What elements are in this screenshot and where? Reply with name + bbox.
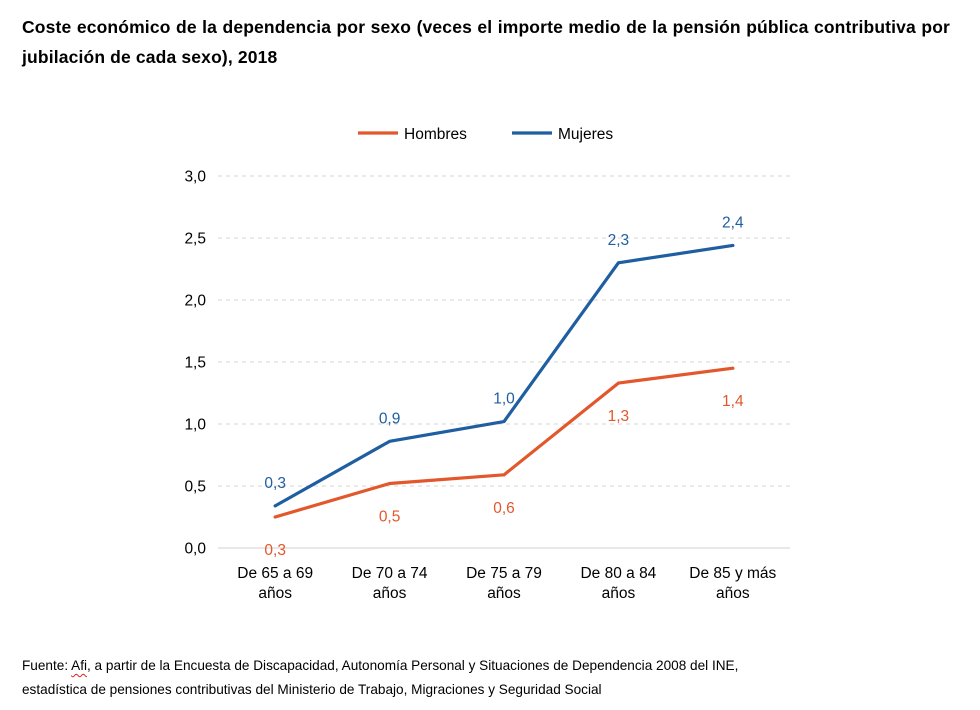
data-label-hombres: 1,3 bbox=[608, 408, 630, 425]
data-point-hombres bbox=[616, 381, 620, 385]
x-tick-label: De 85 y más bbox=[689, 565, 776, 582]
source-afi: Afi bbox=[71, 658, 87, 673]
data-label-mujeres: 1,0 bbox=[493, 391, 515, 408]
x-tick-label: De 75 a 79 bbox=[466, 565, 542, 582]
data-label-mujeres: 2,4 bbox=[722, 214, 744, 231]
data-label-mujeres: 0,3 bbox=[264, 475, 286, 492]
legend-label-hombres: Hombres bbox=[404, 126, 467, 143]
y-tick-label: 0,0 bbox=[184, 541, 206, 558]
data-point-hombres bbox=[502, 473, 506, 477]
data-point-mujeres bbox=[731, 243, 735, 247]
x-tick-label: años bbox=[258, 585, 292, 602]
x-tick-label: años bbox=[487, 585, 521, 602]
source-line-1-rest: , a partir de la Encuesta de Discapacida… bbox=[87, 658, 739, 673]
y-tick-label: 2,5 bbox=[184, 231, 206, 248]
y-tick-label: 3,0 bbox=[184, 169, 206, 186]
data-point-mujeres bbox=[616, 261, 620, 265]
x-tick-label: años bbox=[373, 585, 407, 602]
data-label-mujeres: 0,9 bbox=[379, 410, 401, 427]
x-tick-label: De 65 a 69 bbox=[237, 565, 313, 582]
chart-title: Coste económico de la dependencia por se… bbox=[22, 17, 950, 67]
data-label-mujeres: 2,3 bbox=[608, 232, 630, 249]
legend-label-mujeres: Mujeres bbox=[558, 126, 613, 143]
x-tick-label: De 70 a 74 bbox=[352, 565, 428, 582]
data-point-mujeres bbox=[502, 420, 506, 424]
x-tick-label: años bbox=[716, 585, 750, 602]
data-point-mujeres bbox=[388, 439, 392, 443]
data-point-hombres bbox=[388, 482, 392, 486]
source-line-2: estadística de pensiones contributivas d… bbox=[22, 682, 602, 697]
y-tick-label: 1,5 bbox=[184, 355, 206, 372]
data-label-hombres: 0,5 bbox=[379, 509, 401, 526]
y-tick-label: 2,0 bbox=[184, 293, 206, 310]
x-tick-label: años bbox=[602, 585, 636, 602]
data-point-mujeres bbox=[273, 504, 277, 508]
line-chart: 0,0 0,5 1,0 1,5 2,0 2,5 3,0 De 65 a 69 años De 70… bbox=[184, 126, 790, 602]
source-note: Fuente: Afi, a partir de la Encuesta de … bbox=[22, 654, 962, 702]
data-label-hombres: 1,4 bbox=[722, 393, 744, 410]
data-point-hombres bbox=[273, 515, 277, 519]
data-label-hombres: 0,6 bbox=[493, 500, 515, 517]
y-tick-label: 1,0 bbox=[184, 417, 206, 434]
x-tick-label: De 80 a 84 bbox=[580, 565, 656, 582]
data-label-hombres: 0,3 bbox=[264, 542, 286, 559]
data-point-hombres bbox=[731, 366, 735, 370]
source-prefix: Fuente: bbox=[22, 658, 72, 673]
source-line-1: Fuente: Afi, a partir de la Encuesta de … bbox=[22, 654, 962, 678]
y-tick-label: 0,5 bbox=[184, 479, 206, 496]
